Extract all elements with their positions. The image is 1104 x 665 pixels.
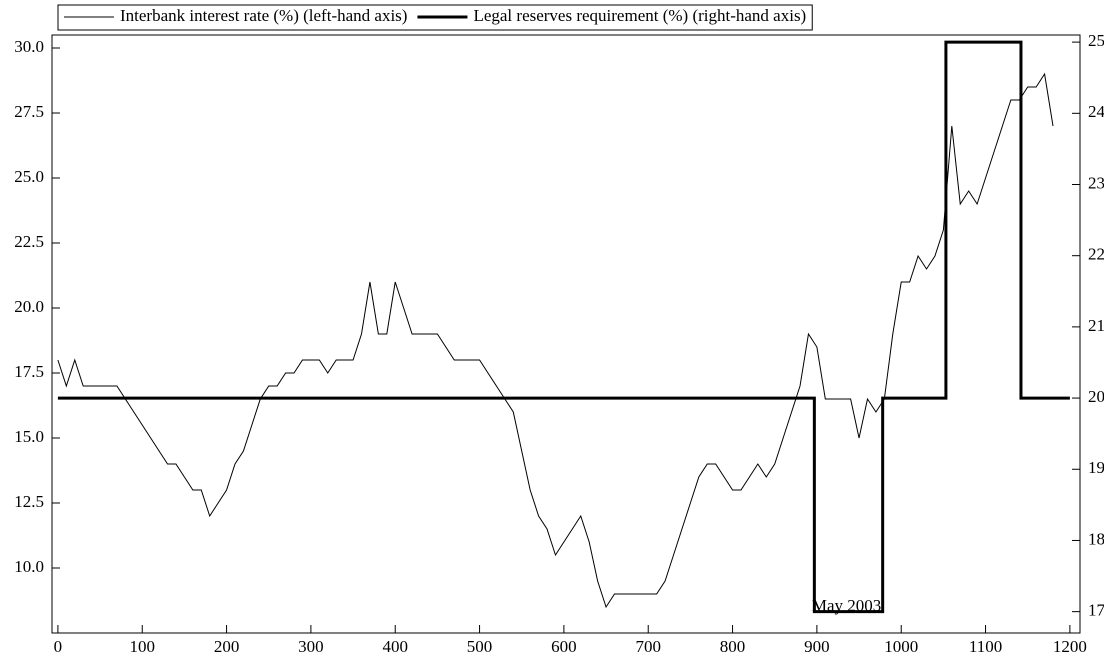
y-tick-label: 20.0 [14,297,44,316]
y2-tick-label: 20 [1088,387,1104,406]
y2-tick-label: 21 [1088,316,1104,335]
x-tick-label: 1200 [1053,637,1087,656]
x-tick-label: 700 [635,637,661,656]
x-tick-label: 400 [382,637,408,656]
y-tick-label: 12.5 [14,492,44,511]
x-tick-label: 200 [214,637,240,656]
x-tick-label: 500 [467,637,493,656]
legend-label: Legal reserves requirement (%) (right-ha… [473,6,806,25]
y-tick-label: 22.5 [14,232,44,251]
x-tick-label: 800 [720,637,746,656]
line-series [57,72,1054,609]
x-tick-label: 1000 [884,637,918,656]
y2-tick-label: 25 [1088,31,1104,50]
y-tick-label: 27.5 [14,102,44,121]
x-tick-label: 0 [54,637,63,656]
y2-tick-label: 22 [1088,245,1104,264]
y2-tick-label: 23 [1088,173,1104,192]
x-tick-label: 900 [804,637,830,656]
legend-label: Interbank interest rate (%) (left-hand a… [120,6,407,25]
annotation: May 2003 [812,596,881,615]
y-tick-label: 17.5 [14,362,44,381]
y-tick-label: 15.0 [14,427,44,446]
y2-tick-label: 19 [1088,458,1104,477]
plot-frame [51,34,1081,634]
y-tick-label: 10.0 [14,557,44,576]
x-tick-label: 100 [129,637,155,656]
y-tick-label: 25.0 [14,167,44,186]
line-series [57,40,1070,614]
y2-tick-label: 17 [1088,601,1104,620]
x-tick-label: 300 [298,637,324,656]
y2-tick-label: 24 [1088,102,1104,121]
y-tick-label: 30.0 [14,37,44,56]
y2-tick-label: 18 [1088,529,1104,548]
x-tick-label: 1100 [969,637,1002,656]
x-tick-label: 600 [551,637,577,656]
